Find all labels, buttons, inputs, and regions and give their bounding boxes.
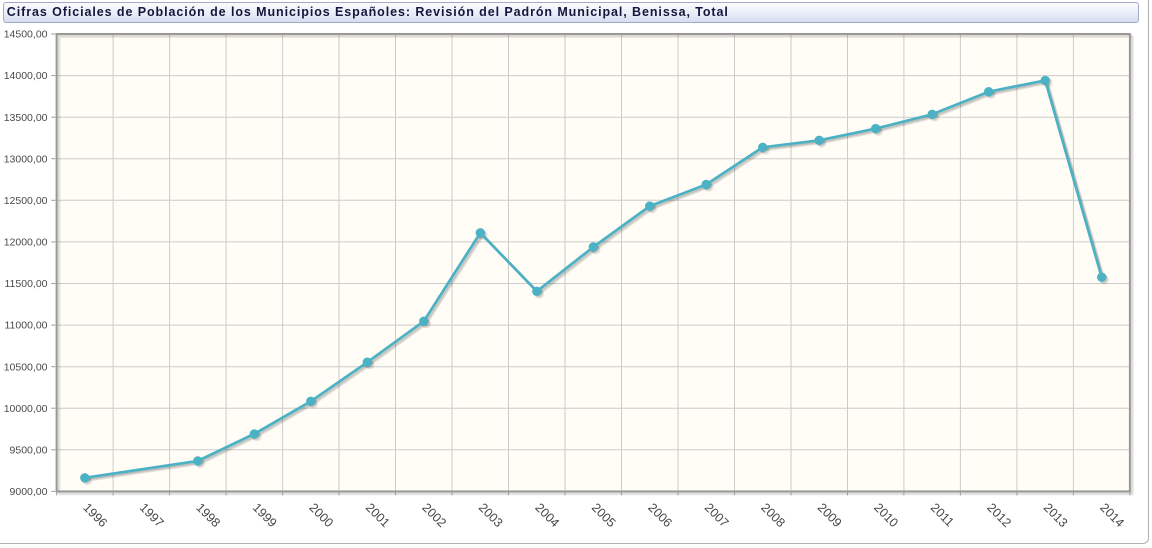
svg-text:2014: 2014 bbox=[1097, 501, 1127, 531]
svg-text:1997: 1997 bbox=[137, 501, 167, 531]
svg-text:12500,00: 12500,00 bbox=[4, 195, 48, 207]
svg-text:1996: 1996 bbox=[80, 501, 110, 531]
svg-text:2008: 2008 bbox=[758, 501, 788, 531]
svg-text:13500,00: 13500,00 bbox=[4, 112, 48, 124]
svg-text:2009: 2009 bbox=[815, 501, 845, 531]
svg-text:10000,00: 10000,00 bbox=[4, 403, 48, 415]
svg-text:14000,00: 14000,00 bbox=[4, 70, 48, 82]
svg-text:9500,00: 9500,00 bbox=[10, 444, 48, 456]
svg-text:2010: 2010 bbox=[871, 501, 901, 531]
svg-text:2007: 2007 bbox=[702, 501, 732, 531]
svg-text:1999: 1999 bbox=[250, 501, 280, 531]
svg-text:14500,00: 14500,00 bbox=[4, 29, 48, 41]
svg-text:2011: 2011 bbox=[928, 501, 957, 530]
svg-text:11500,00: 11500,00 bbox=[4, 278, 47, 290]
svg-text:2006: 2006 bbox=[645, 501, 675, 531]
svg-text:10500,00: 10500,00 bbox=[4, 361, 48, 373]
svg-text:9000,00: 9000,00 bbox=[10, 486, 48, 498]
svg-text:12000,00: 12000,00 bbox=[4, 237, 48, 249]
svg-text:13000,00: 13000,00 bbox=[4, 153, 48, 165]
svg-text:2002: 2002 bbox=[419, 501, 449, 531]
svg-text:11000,00: 11000,00 bbox=[4, 320, 47, 332]
svg-text:2000: 2000 bbox=[306, 501, 336, 531]
svg-text:2005: 2005 bbox=[589, 501, 619, 531]
svg-text:2001: 2001 bbox=[363, 501, 393, 531]
svg-text:1998: 1998 bbox=[193, 501, 223, 531]
svg-text:2012: 2012 bbox=[984, 501, 1014, 531]
svg-text:2003: 2003 bbox=[476, 501, 506, 531]
svg-text:2013: 2013 bbox=[1041, 501, 1071, 531]
svg-text:2004: 2004 bbox=[532, 501, 562, 531]
